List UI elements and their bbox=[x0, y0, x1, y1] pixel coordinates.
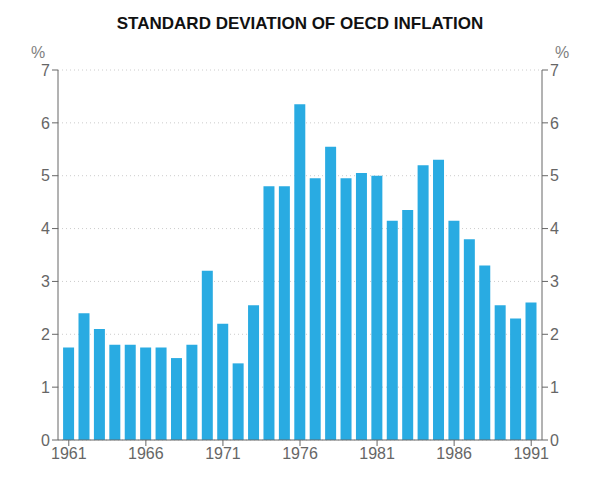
svg-text:0: 0 bbox=[41, 432, 50, 449]
svg-text:6: 6 bbox=[550, 115, 559, 132]
svg-text:1971: 1971 bbox=[205, 445, 241, 462]
svg-text:1: 1 bbox=[550, 379, 559, 396]
svg-text:5: 5 bbox=[550, 167, 559, 184]
svg-text:1981: 1981 bbox=[359, 445, 395, 462]
svg-text:1: 1 bbox=[41, 379, 50, 396]
svg-text:3: 3 bbox=[550, 273, 559, 290]
svg-text:2: 2 bbox=[550, 326, 559, 343]
svg-text:1991: 1991 bbox=[513, 445, 549, 462]
svg-text:1986: 1986 bbox=[436, 445, 472, 462]
svg-text:%: % bbox=[555, 44, 569, 61]
svg-text:5: 5 bbox=[41, 167, 50, 184]
svg-text:4: 4 bbox=[41, 220, 50, 237]
svg-text:1976: 1976 bbox=[282, 445, 318, 462]
svg-text:4: 4 bbox=[550, 220, 559, 237]
svg-text:0: 0 bbox=[550, 432, 559, 449]
html-text:STANDARD DEVIATION OF OECD INF: STANDARD DEVIATION OF OECD INFLATION bbox=[116, 14, 484, 33]
svg-text:1966: 1966 bbox=[128, 445, 164, 462]
svg-text:7: 7 bbox=[550, 62, 559, 79]
svg-text:3: 3 bbox=[41, 273, 50, 290]
svg-text:7: 7 bbox=[41, 62, 50, 79]
svg-text:2: 2 bbox=[41, 326, 50, 343]
svg-text:1961: 1961 bbox=[51, 445, 87, 462]
svg-text:%: % bbox=[31, 44, 45, 61]
svg-text:6: 6 bbox=[41, 115, 50, 132]
